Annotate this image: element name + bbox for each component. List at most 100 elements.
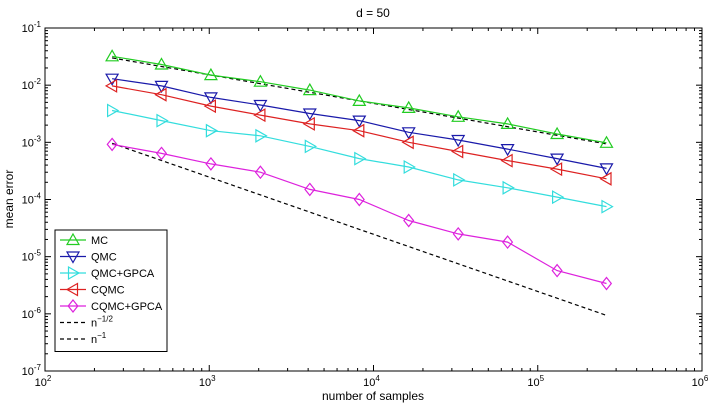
series-line xyxy=(112,55,607,144)
chart-title: d = 50 xyxy=(356,6,390,20)
legend-label: QMC xyxy=(91,252,117,264)
series-line xyxy=(111,85,607,180)
data-point xyxy=(104,78,118,93)
data-point xyxy=(551,190,565,205)
legend-marker xyxy=(65,251,81,264)
x-tick-label-base: 10 xyxy=(692,377,704,389)
data-point xyxy=(105,49,120,62)
series-line xyxy=(112,78,607,169)
x-tick-label-exp: 2 xyxy=(47,374,52,383)
x-tick-label-exp: 5 xyxy=(540,374,545,383)
y-tick-label: 10-1 xyxy=(22,20,42,35)
data-point xyxy=(154,80,169,94)
x-tick-labels: 102 103 104 105 106 xyxy=(35,374,709,389)
x-tick-label-base: 10 xyxy=(527,377,539,389)
y-tick-label: 10-7 xyxy=(22,363,42,378)
y-tick-label-exp: -4 xyxy=(34,192,42,201)
y-tick-label-exp: -1 xyxy=(34,20,42,29)
data-point xyxy=(154,57,169,70)
data-point xyxy=(106,103,120,118)
legend-marker xyxy=(65,232,81,246)
data-point xyxy=(551,263,563,278)
series-line xyxy=(111,143,607,285)
data-point xyxy=(401,100,416,114)
legend-label-base: n xyxy=(91,334,97,346)
x-tick-label-base: 10 xyxy=(199,377,211,389)
x-tick-label-base: 10 xyxy=(363,377,375,389)
series-qmc xyxy=(105,73,614,176)
data-point xyxy=(304,182,316,197)
y-tick-label-base: 10 xyxy=(22,23,34,35)
axis-ticks xyxy=(44,27,703,372)
x-tick-label-base: 10 xyxy=(35,377,47,389)
data-point xyxy=(253,99,268,113)
data-point xyxy=(205,123,219,138)
series-mc xyxy=(105,49,614,148)
data-point xyxy=(550,153,565,166)
data-point xyxy=(255,128,268,143)
y-tick-label-exp: -3 xyxy=(34,134,42,143)
data-point xyxy=(600,276,613,291)
data-point xyxy=(401,135,414,150)
x-tick-label-exp: 6 xyxy=(704,374,709,383)
data-point xyxy=(401,127,416,140)
data-point xyxy=(403,159,416,175)
series-cqmc xyxy=(104,78,612,186)
y-tick-label-base: 10 xyxy=(22,195,34,207)
data-point xyxy=(203,99,216,114)
x-tick-label: 106 xyxy=(692,374,709,389)
data-point xyxy=(253,108,266,123)
x-axis-label: number of samples xyxy=(322,389,424,403)
data-point xyxy=(302,108,317,121)
data-point xyxy=(105,73,120,86)
y-tick-label-exp: -5 xyxy=(34,249,42,258)
y-tick-label-base: 10 xyxy=(22,80,34,92)
data-point xyxy=(601,199,614,214)
data-point xyxy=(302,82,317,96)
y-tick-label-exp: -2 xyxy=(34,77,42,86)
legend-label: QMC+GPCA xyxy=(91,268,155,280)
data-point xyxy=(549,162,563,177)
reference-lines xyxy=(111,57,607,316)
data-point xyxy=(550,126,565,140)
legend-label-base: n xyxy=(91,318,97,330)
data-point xyxy=(203,92,218,105)
series-cqmc-gpca xyxy=(106,137,613,291)
y-axis-label: mean error xyxy=(2,170,16,229)
data-point xyxy=(205,156,217,171)
data-point xyxy=(352,93,367,107)
legend-label: CQMC+GPCA xyxy=(91,301,163,313)
data-point xyxy=(304,139,318,154)
legend-label-exp: −1/2 xyxy=(97,315,113,324)
legend-marker xyxy=(67,299,79,313)
data-point xyxy=(354,151,367,166)
x-tick-label: 105 xyxy=(527,374,544,389)
y-tick-label: 10-2 xyxy=(22,77,42,92)
y-tick-label: 10-5 xyxy=(22,249,42,264)
data-point xyxy=(453,172,466,187)
y-tick-labels: 10-710-610-510-410-310-210-1 xyxy=(22,20,42,378)
y-tick-label-base: 10 xyxy=(22,137,34,149)
legend-label: MC xyxy=(91,235,108,247)
x-tick-label-exp: 4 xyxy=(375,374,380,383)
data-point xyxy=(253,74,268,87)
x-tick-label: 104 xyxy=(363,374,380,389)
series-qmc-gpca xyxy=(106,103,614,214)
legend-marker xyxy=(67,265,81,281)
data-point xyxy=(500,144,515,157)
data-point xyxy=(500,116,515,129)
data-point xyxy=(352,123,365,138)
x-tick-label: 102 xyxy=(35,374,52,389)
data-point xyxy=(156,113,169,128)
data-point xyxy=(203,67,218,81)
legend-label: n−1/2 xyxy=(91,315,113,330)
data-point xyxy=(403,213,415,228)
y-tick-label: 10-6 xyxy=(22,306,42,321)
y-tick-label-base: 10 xyxy=(22,366,34,378)
y-tick-label: 10-4 xyxy=(22,192,42,207)
y-tick-label-exp: -6 xyxy=(34,306,42,315)
data-point xyxy=(502,180,515,195)
legend-marker xyxy=(65,282,79,297)
data-point xyxy=(451,134,466,148)
